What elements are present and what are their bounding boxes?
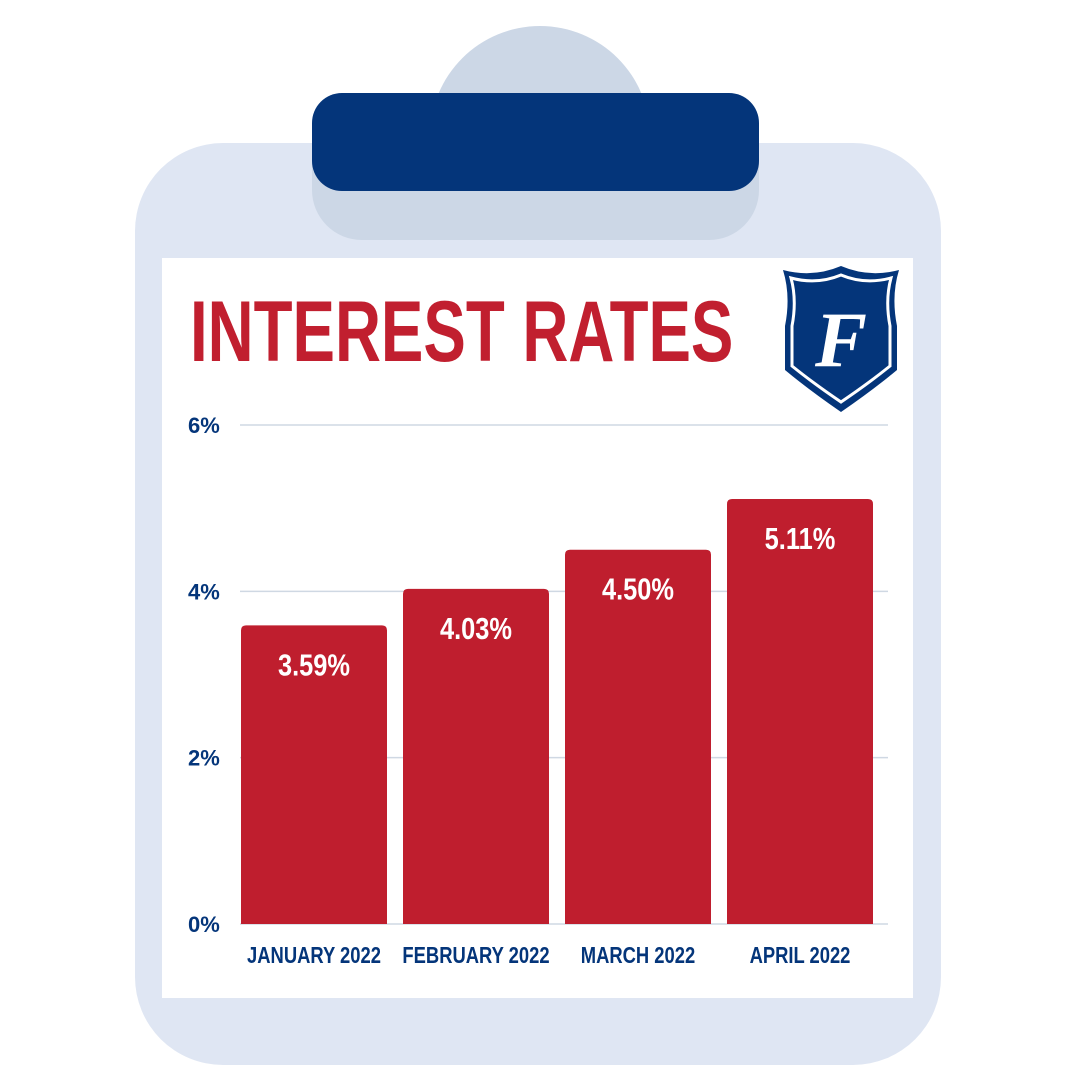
y-tick-label: 0% — [188, 912, 220, 937]
shield-logo-icon: F — [783, 266, 899, 412]
bar-data-labels: 3.59% 4.03% 4.50% 5.11% — [278, 522, 835, 683]
x-category-label: MARCH 2022 — [581, 943, 695, 968]
x-axis-category-labels: JANUARY 2022 FEBRUARY 2022 MARCH 2022 APRIL… — [247, 943, 850, 968]
y-axis-tick-labels: 0% 2% 4% 6% — [188, 413, 220, 937]
bar-data-label: 4.50% — [602, 572, 674, 607]
logo-letter: F — [814, 296, 867, 383]
x-category-label: JANUARY 2022 — [247, 943, 381, 968]
x-category-label: APRIL 2022 — [750, 943, 851, 968]
y-tick-label: 6% — [188, 413, 220, 438]
bar — [727, 499, 873, 924]
page-title: INTEREST RATES — [190, 284, 734, 380]
y-tick-label: 4% — [188, 579, 220, 604]
bar — [403, 588, 549, 924]
y-tick-label: 2% — [188, 746, 220, 771]
bar-data-label: 4.03% — [440, 611, 512, 646]
clipboard-clip-bar — [312, 93, 759, 191]
bar-data-label: 3.59% — [278, 648, 350, 683]
x-category-label: FEBRUARY 2022 — [402, 943, 549, 968]
bar-data-label: 5.11% — [765, 522, 836, 557]
bars — [241, 499, 873, 924]
bar — [241, 625, 387, 924]
bar — [565, 549, 711, 924]
